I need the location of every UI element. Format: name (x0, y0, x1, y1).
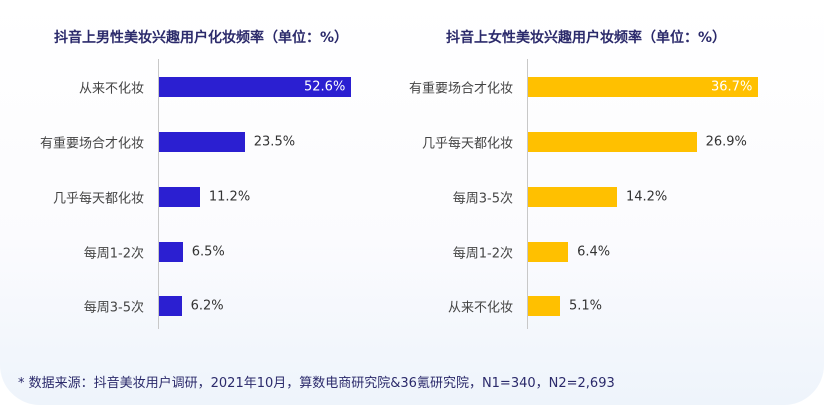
female-data-label: 14.2% (625, 189, 668, 205)
female-bar (528, 132, 697, 152)
female-category-label: 从来不化妆 (447, 300, 513, 316)
female-category-label: 有重要场合才化妆 (408, 81, 513, 97)
female-axis-line (527, 59, 528, 329)
female-data-label: 6.4% (577, 244, 611, 260)
male-bar (159, 77, 351, 97)
male-data-label: 6.2% (190, 298, 224, 314)
male-category-label: 每周3-5次 (83, 300, 144, 316)
male-bar (159, 132, 245, 152)
male-data-label: 6.5% (191, 244, 225, 260)
male-category-label: 几乎每天都化妆 (52, 191, 144, 207)
male-category-label: 从来不化妆 (78, 81, 144, 97)
male-chart: 从来不化妆 52.6% 有重要场合才化妆 23.5% 几乎每天都化妆 11.2% 每周1-2… (0, 55, 824, 335)
female-data-label: 26.9% (705, 134, 747, 150)
female-bar (528, 187, 617, 207)
female-chart: 有重要场合才化妆 36.7% 几乎每天都化妆 26.9% 每周3-5次 14.2% 每周1-… (0, 55, 824, 335)
male-category-label: 有重要场合才化妆 (39, 136, 144, 152)
female-category-label: 每周1-2次 (452, 246, 513, 262)
female-bar (528, 296, 560, 316)
female-bar (528, 77, 758, 97)
male-bar (159, 187, 200, 207)
male-data-label: 11.2% (208, 189, 251, 205)
male-chart-title: 抖音上男性美妆兴趣用户化妆频率（单位：%） (54, 30, 349, 46)
female-category-label: 每周3-5次 (452, 191, 513, 207)
female-data-label: 36.7% (711, 79, 753, 95)
female-category-label: 几乎每天都化妆 (421, 136, 513, 152)
male-category-label: 每周1-2次 (83, 246, 144, 262)
male-data-label: 52.6% (304, 79, 346, 95)
footnote: * 数据来源：抖音美妆用户调研，2021年10月，算数电商研究院&36氪研究院，… (18, 376, 615, 391)
male-data-label: 23.5% (253, 134, 296, 150)
female-chart-title: 抖音上女性美妆兴趣用户妆频率（单位：%） (446, 30, 727, 46)
female-bar (528, 242, 569, 262)
male-bar (159, 296, 182, 316)
female-data-label: 5.1% (568, 298, 602, 314)
male-axis-line (158, 59, 159, 329)
male-bar (159, 242, 183, 262)
